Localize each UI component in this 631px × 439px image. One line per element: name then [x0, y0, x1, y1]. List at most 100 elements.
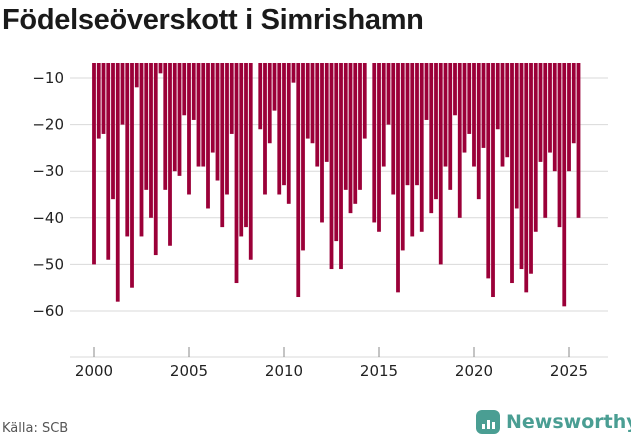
bar — [410, 63, 415, 237]
bar — [391, 63, 396, 195]
bar — [111, 63, 115, 200]
bar — [234, 63, 239, 284]
bar — [533, 63, 538, 232]
bar — [267, 63, 272, 144]
bar — [334, 63, 339, 242]
bar — [139, 63, 144, 237]
bar — [310, 63, 315, 144]
bar — [244, 63, 248, 228]
bar — [467, 63, 472, 134]
bar — [505, 63, 510, 158]
bar — [220, 63, 225, 228]
bar — [305, 63, 310, 139]
x-tick-label: 2005 — [170, 362, 208, 380]
bar — [543, 63, 548, 218]
bar — [424, 63, 429, 120]
bar — [567, 63, 571, 172]
bar — [343, 63, 348, 190]
bar — [552, 63, 557, 172]
bar-chart-icon — [476, 410, 500, 434]
bar — [196, 63, 201, 167]
bar — [538, 63, 543, 162]
bar — [282, 63, 286, 186]
bar — [386, 63, 391, 125]
bar — [495, 63, 500, 130]
bar — [476, 63, 481, 200]
bar — [149, 63, 153, 218]
bar — [510, 63, 514, 284]
bar — [158, 63, 163, 74]
bar — [115, 63, 120, 302]
bar — [296, 63, 301, 298]
bar — [571, 63, 576, 144]
bar — [101, 63, 106, 134]
gridlines — [70, 77, 608, 358]
bar — [229, 63, 234, 134]
bar — [434, 63, 438, 200]
bar — [177, 63, 182, 176]
y-tick-label: −40 — [32, 209, 64, 227]
bar — [201, 63, 206, 167]
y-tick-label: −30 — [32, 162, 64, 180]
x-tick-label: 2020 — [455, 362, 493, 380]
brand-name: Newsworthy — [506, 411, 631, 433]
bar — [153, 63, 158, 256]
bar — [134, 63, 139, 88]
y-axis: −10 −20 −30 −40 −50 −60 — [32, 69, 64, 320]
bar — [548, 63, 552, 153]
bar — [120, 63, 125, 125]
bars — [92, 63, 581, 307]
bar — [125, 63, 130, 237]
bar — [182, 63, 187, 116]
bar — [187, 63, 191, 195]
bar — [514, 63, 519, 209]
bar — [320, 63, 324, 223]
bar — [491, 63, 495, 298]
bar — [500, 63, 505, 167]
bar — [191, 63, 196, 120]
source-note: Källa: SCB — [2, 421, 69, 436]
bar — [277, 63, 282, 195]
bar — [225, 63, 229, 195]
bar — [353, 63, 358, 204]
bar — [215, 63, 220, 181]
bar — [415, 63, 419, 186]
bar — [524, 63, 529, 293]
bar — [562, 63, 567, 307]
bar — [481, 63, 486, 148]
x-tick-label: 2025 — [550, 362, 588, 380]
bar — [92, 63, 96, 265]
y-tick-label: −10 — [32, 69, 64, 87]
bar — [519, 63, 524, 270]
bar — [286, 63, 291, 204]
newsworthy-logo[interactable]: Newsworthy — [476, 408, 631, 436]
bar — [462, 63, 467, 153]
chart-title: Födelseöverskott i Simrishamn — [2, 4, 424, 36]
bar — [206, 63, 210, 209]
bar — [163, 63, 168, 190]
bar — [453, 63, 457, 116]
bar — [106, 63, 111, 260]
bar — [248, 63, 253, 260]
x-tick-label: 2015 — [360, 362, 398, 380]
y-tick-label: −60 — [32, 302, 64, 320]
bar — [529, 63, 533, 274]
bar-chart: −10−20−30−40−50−60 2000 2005 2010 2015 2020 2… — [32, 63, 608, 380]
bar — [348, 63, 353, 214]
bar — [472, 63, 476, 167]
bar — [210, 63, 215, 153]
bar — [258, 63, 263, 130]
bar — [291, 63, 296, 83]
bar — [301, 63, 305, 251]
bar — [362, 63, 367, 139]
bar — [457, 63, 462, 218]
bar — [329, 63, 334, 270]
bar — [486, 63, 491, 279]
bar — [239, 63, 244, 237]
bar — [339, 63, 343, 270]
bar — [130, 63, 134, 288]
bar — [396, 63, 400, 293]
bar — [315, 63, 320, 167]
bar — [144, 63, 149, 190]
x-tick-label: 2000 — [75, 362, 113, 380]
